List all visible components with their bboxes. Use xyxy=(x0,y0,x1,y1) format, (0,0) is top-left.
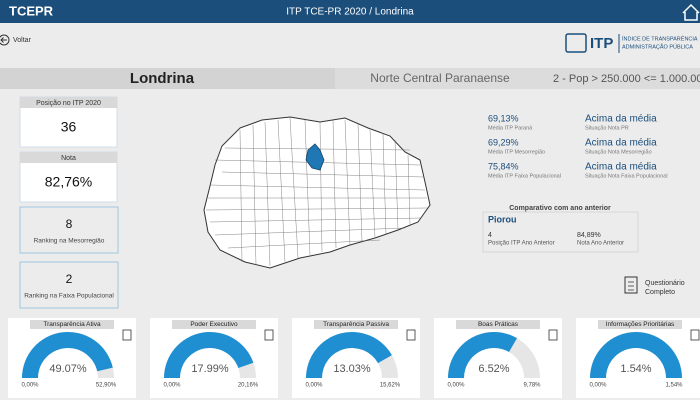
gauge-arc xyxy=(164,332,254,378)
city: Londrina xyxy=(130,70,195,87)
stat-status: Acima da média xyxy=(585,138,657,149)
gauge-min: 0,00% xyxy=(163,383,181,389)
stat-value: 69,13% xyxy=(488,113,519,123)
banner-left xyxy=(0,68,335,89)
card-value: 36 xyxy=(61,119,77,135)
questionnaire-label[interactable]: Questionário xyxy=(645,280,685,287)
header-bar xyxy=(0,0,700,23)
gauge-icon xyxy=(548,329,558,341)
gauge-icon xyxy=(264,329,274,341)
stat-label: Média ITP Paraná xyxy=(488,125,533,131)
gauge-title: Informações Prioritárias xyxy=(606,321,675,328)
gauge-min: 0,00% xyxy=(305,383,323,389)
brand-line2: ADMINISTRAÇÃO PÚBLICA xyxy=(622,43,693,50)
stat-status: Acima da média xyxy=(585,114,657,125)
comparison-value: 4 xyxy=(488,232,492,239)
ranking-label: Ranking na Mesorregião xyxy=(34,238,105,245)
gauge-icon xyxy=(122,329,132,341)
gauge-value: 1.54% xyxy=(620,363,651,375)
gauge-title: Transparência Ativa xyxy=(43,321,101,328)
gauge-arc xyxy=(22,332,113,378)
card-label: Posição no ITP 2020 xyxy=(36,100,101,107)
gauge-header xyxy=(456,320,540,329)
gauge-max: 52,90% xyxy=(96,383,117,389)
gauge-min: 0,00% xyxy=(447,383,465,389)
comparison-value: 84,89% xyxy=(577,232,601,239)
population-group: 2 - Pop > 250.000 <= 1.000.000 xyxy=(553,73,700,85)
gauge-max: 9,78% xyxy=(523,383,541,389)
gauge-min: 0,00% xyxy=(21,383,39,389)
stat-label: Média ITP Mesorregião xyxy=(488,149,545,155)
gauge-min: 0,00% xyxy=(589,383,607,389)
questionnaire-icon[interactable] xyxy=(624,276,638,294)
back-arrow xyxy=(0,37,7,43)
ranking-card xyxy=(19,261,119,309)
brand-icon xyxy=(565,33,587,53)
brand-line1: ÍNDICE DE TRANSPARÊNCIA xyxy=(622,34,698,42)
gauge-value: 49.07% xyxy=(49,363,87,375)
gauge-max: 15,62% xyxy=(380,383,401,389)
card-header xyxy=(20,152,117,163)
comparison-label: Nota Ano Anterior xyxy=(577,241,624,247)
ranking-label: Ranking na Faixa Populacional xyxy=(24,293,114,300)
header-title: ITP TCE-PR 2020 / Londrina xyxy=(286,7,414,18)
logo[interactable]: TCEPR xyxy=(9,3,54,18)
gauge-icon xyxy=(690,329,700,341)
state-outline xyxy=(203,116,431,269)
brand-name: ITP xyxy=(590,35,613,52)
ranking-card xyxy=(19,206,119,254)
gauge-arc xyxy=(590,332,682,378)
comparison-box xyxy=(482,211,639,253)
card-label: Nota xyxy=(61,155,76,162)
gauge-icon xyxy=(406,329,416,341)
gauge-value: 13.03% xyxy=(333,363,371,375)
gauge-arc xyxy=(448,332,517,378)
gauge-max: 20,16% xyxy=(238,383,259,389)
back-link[interactable]: Voltar xyxy=(13,37,32,44)
stat-value: 69,29% xyxy=(488,137,519,147)
stat-status-label: Situação Nota Faixa Populacional xyxy=(585,173,668,179)
gauges: Transparência Ativa 49.07% 0,00% 52,90% Pode… xyxy=(8,318,700,398)
londrina-highlight[interactable] xyxy=(305,143,325,171)
ranking-value: 2 xyxy=(66,272,73,286)
gauge-arc xyxy=(306,332,392,378)
questionnaire-icon-lines xyxy=(628,281,634,291)
gauge-title: Boas Práticas xyxy=(478,321,519,328)
stat-status: Acima da média xyxy=(585,162,657,173)
gauge-value: 17.99% xyxy=(191,363,229,375)
stat-status-label: Situação Nota PR xyxy=(585,125,629,131)
cards: Posição no ITP 2020 36 Nota 82,76% 8 Ranking … xyxy=(19,96,119,309)
comparison-label: Posição ITP Ano Anterior xyxy=(488,241,555,247)
gauge-max: 1,54% xyxy=(665,383,683,389)
map xyxy=(203,116,431,269)
questionnaire-label[interactable]: Completo xyxy=(645,289,675,296)
stat-value: 75,84% xyxy=(488,161,519,171)
gauge-header xyxy=(172,320,256,329)
stat-label: Média ITP Faixa Populacional xyxy=(488,173,561,179)
gauge-value: 6.52% xyxy=(478,363,509,375)
comparison-title: Comparativo com ano anterior xyxy=(509,205,611,212)
region: Norte Central Paranaense xyxy=(370,71,510,85)
gauge-title: Transparência Passiva xyxy=(323,321,389,328)
comparison-result: Piorou xyxy=(488,214,517,224)
card-value: 82,76% xyxy=(45,174,92,190)
back-icon[interactable] xyxy=(0,34,10,46)
gauge-header xyxy=(598,320,682,329)
gauge-header xyxy=(314,320,398,329)
ranking-value: 8 xyxy=(66,217,73,231)
gauge-title: Poder Executivo xyxy=(190,321,238,328)
gauge-header xyxy=(30,320,114,329)
card-header xyxy=(20,97,117,108)
home-icon[interactable] xyxy=(682,3,700,21)
stat-status-label: Situação Nota Mesorregião xyxy=(585,149,652,155)
